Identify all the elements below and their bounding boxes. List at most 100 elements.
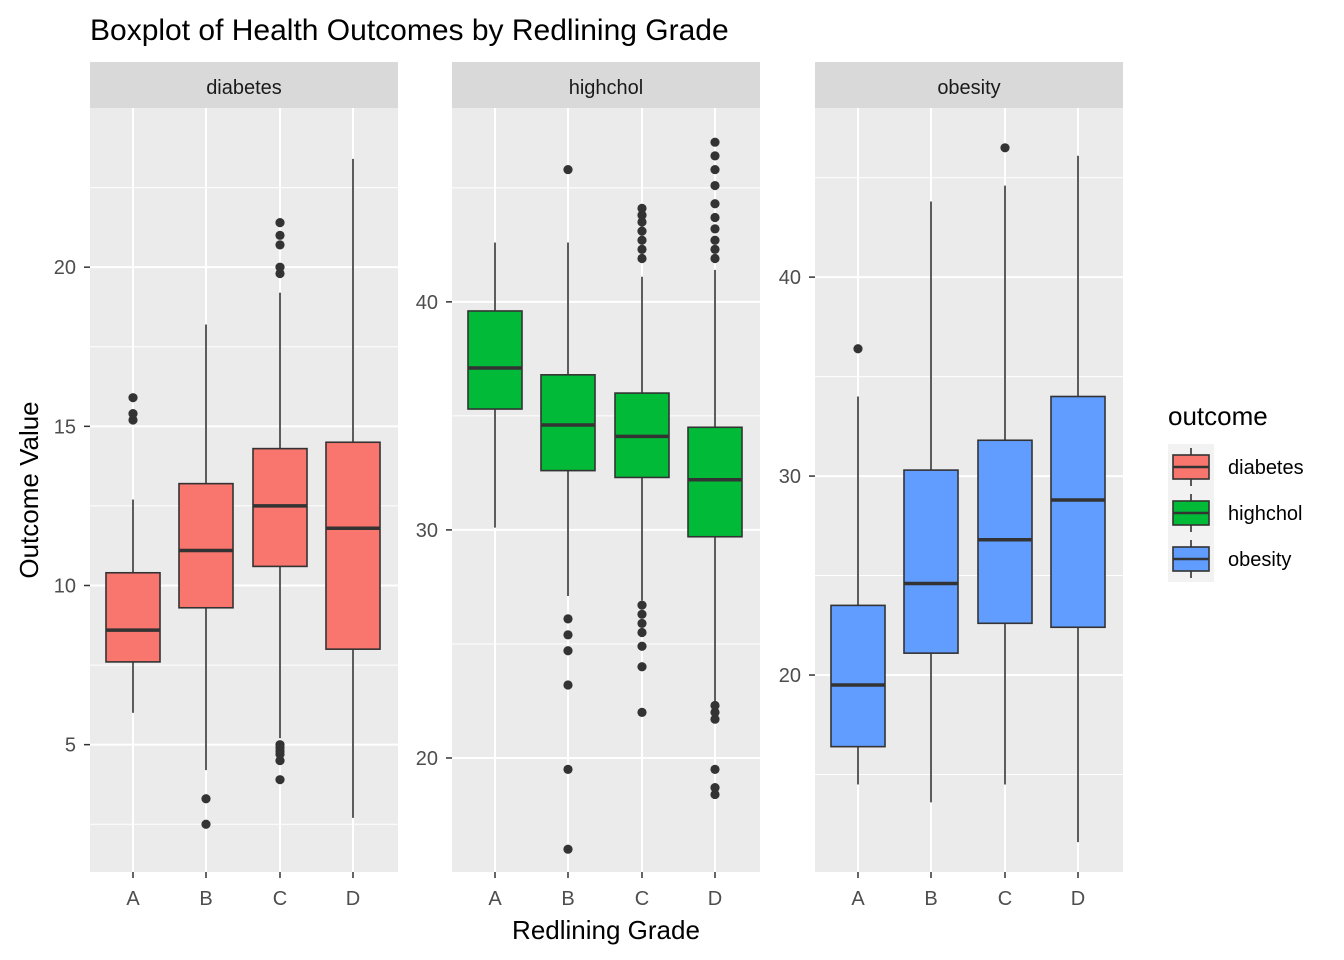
outlier-point	[710, 714, 720, 724]
outlier-point	[637, 244, 647, 254]
outlier-point	[563, 630, 573, 640]
y-tick-label: 40	[779, 267, 801, 289]
outlier-point	[128, 409, 138, 419]
outlier-point	[853, 344, 863, 354]
outlier-point	[563, 844, 573, 854]
box-body	[903, 469, 959, 654]
box-diabetes-C	[252, 218, 308, 785]
x-tick-label: D	[1071, 888, 1085, 910]
outlier-point	[275, 218, 285, 228]
x-tick-label: D	[346, 888, 360, 910]
outlier-point	[710, 235, 720, 245]
outlier-point	[637, 210, 647, 220]
outlier-point	[637, 618, 647, 629]
box-highchol-C	[614, 203, 670, 717]
x-tick-label: C	[998, 888, 1012, 910]
outlier-point	[201, 819, 211, 829]
y-tick-label: 20	[779, 665, 801, 687]
y-axis-title: Outcome Value	[14, 401, 44, 578]
legend-key-diabetes: diabetes	[1168, 444, 1304, 490]
box-body	[540, 374, 596, 472]
outlier-point	[563, 614, 573, 624]
y-tick-label: 40	[416, 292, 438, 314]
box-body	[325, 441, 381, 650]
x-tick-label: B	[561, 888, 574, 910]
x-tick-label: A	[126, 888, 140, 910]
outlier-point	[710, 700, 720, 711]
box-highchol-B	[540, 164, 596, 854]
x-axis-title: Redlining Grade	[512, 915, 700, 945]
x-tick-label: B	[199, 888, 212, 910]
outlier-point	[637, 600, 647, 610]
outlier-point	[710, 224, 720, 234]
outlier-point	[128, 415, 138, 425]
outlier-point	[710, 707, 720, 717]
outlier-point	[563, 164, 573, 175]
outlier-point	[710, 199, 720, 209]
box-diabetes-B	[178, 324, 234, 829]
outlier-point	[275, 262, 285, 272]
legend: outcome diabetes highchol obesity	[1168, 401, 1304, 582]
outlier-point	[710, 137, 720, 147]
facet-strip-label: highchol	[569, 77, 644, 99]
legend-title: outcome	[1168, 401, 1268, 431]
legend-key-obesity: obesity	[1168, 536, 1291, 582]
y-tick-label: 15	[54, 416, 76, 438]
box-body	[687, 426, 743, 538]
outlier-point	[710, 151, 720, 161]
outlier-point	[637, 662, 647, 672]
box-obesity-A	[830, 344, 886, 785]
outlier-point	[275, 230, 285, 240]
outlier-point	[275, 268, 285, 279]
y-tick-label: 20	[416, 748, 438, 770]
y-tick-label: 30	[779, 466, 801, 488]
outlier-point	[710, 244, 720, 254]
box-diabetes-A	[105, 393, 161, 713]
box-body	[105, 571, 161, 663]
box-highchol-D	[687, 137, 743, 800]
legend-label: diabetes	[1228, 457, 1304, 479]
outlier-point	[1000, 143, 1010, 153]
y-tick-label: 10	[54, 576, 76, 598]
x-tick-label: C	[273, 888, 287, 910]
outlier-point	[637, 203, 647, 213]
y-tick-label: 30	[416, 520, 438, 542]
x-tick-label: A	[488, 888, 502, 910]
outlier-point	[637, 217, 647, 227]
outlier-point	[637, 627, 647, 638]
outlier-point	[710, 783, 720, 793]
outlier-point	[201, 794, 211, 804]
box-body	[830, 604, 886, 748]
outlier-point	[563, 646, 573, 656]
facet-strip-label: diabetes	[206, 77, 282, 99]
outlier-point	[128, 393, 138, 403]
box-obesity-B	[903, 201, 959, 803]
legend-label: highchol	[1228, 503, 1303, 525]
outlier-point	[710, 212, 720, 223]
chart-title: Boxplot of Health Outcomes by Redlining …	[90, 14, 729, 47]
outlier-point	[275, 755, 285, 766]
outlier-point	[563, 680, 573, 690]
facet-strip	[815, 62, 1123, 108]
box-body	[977, 439, 1033, 625]
box-obesity-C	[977, 143, 1033, 785]
x-tick-label: C	[635, 888, 649, 910]
box-highchol-A	[467, 242, 523, 528]
box-diabetes-D	[325, 158, 381, 818]
facet-strip	[452, 62, 760, 108]
x-tick-label: D	[708, 888, 722, 910]
outlier-point	[275, 775, 285, 785]
outlier-point	[563, 764, 573, 774]
outlier-point	[637, 226, 647, 236]
outlier-point	[710, 164, 720, 175]
outlier-point	[710, 180, 720, 191]
box-body	[1050, 395, 1106, 629]
x-tick-label: A	[851, 888, 865, 910]
legend-label: obesity	[1228, 549, 1291, 571]
box-obesity-D	[1050, 155, 1106, 843]
outlier-point	[710, 253, 720, 264]
